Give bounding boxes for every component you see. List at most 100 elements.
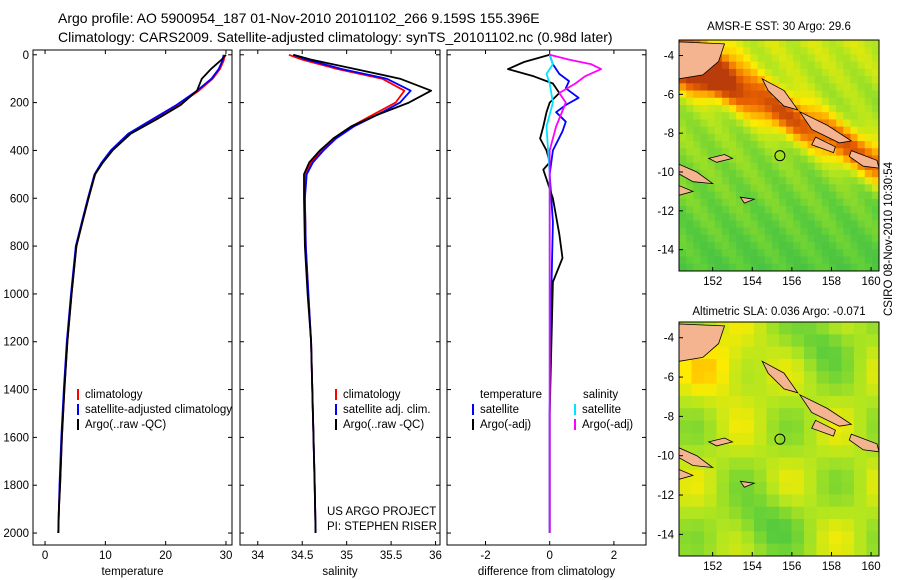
diff-legend-label: satellite bbox=[582, 404, 621, 416]
sst-map-y-tick-label: -6 bbox=[664, 89, 674, 101]
sst-map-island bbox=[848, 150, 879, 169]
sst-map-y-tick-label: -12 bbox=[657, 206, 674, 218]
temperature-panel: 0 10 20 30 0 200 400 600 800 1000 1200 1400 1600 1800… bbox=[3, 49, 233, 578]
salinity-series-climatology bbox=[288, 53, 406, 534]
sst-map-frame bbox=[678, 39, 880, 272]
sla-map-island bbox=[679, 447, 715, 469]
sla-map-y-tick-label: -12 bbox=[657, 490, 674, 502]
depth-tick-label: 600 bbox=[10, 193, 29, 205]
sst-map-title: AMSR-E SST: 30 Argo: 29.6 bbox=[707, 21, 851, 33]
salinity-x-tick-label: 34.5 bbox=[291, 550, 313, 562]
sla-map-x-tick-label: 158 bbox=[822, 561, 841, 573]
sst-map-x-tick-label: 152 bbox=[703, 276, 722, 288]
salinity-legend-label: Argo(..raw -QC) bbox=[343, 419, 424, 431]
depth-tick-label: 2000 bbox=[3, 528, 29, 540]
salinity-legend-label: satellite adj. clim. bbox=[343, 404, 431, 416]
sst-map-island bbox=[679, 185, 695, 196]
temperature-legend-label: satellite-adjusted climatology bbox=[85, 404, 232, 416]
difference-series-temperature-satellite bbox=[548, 54, 580, 533]
diff-legend-label: Argo(-adj) bbox=[480, 419, 531, 431]
depth-tick-label: 800 bbox=[10, 241, 29, 253]
sst-map-island bbox=[761, 77, 799, 111]
temperature-x-tick-label: 0 bbox=[42, 550, 48, 562]
salinity-panel: 34 34.5 35 35.5 36 salinity climatology satelli… bbox=[239, 49, 442, 578]
depth-tick-label: 1600 bbox=[3, 432, 29, 444]
sla-map-x-tick-label: 156 bbox=[782, 561, 801, 573]
depth-tick-label: 1400 bbox=[3, 385, 29, 397]
difference-plot-frame bbox=[446, 49, 647, 546]
depth-tick-label: 0 bbox=[23, 50, 29, 62]
sla-map-y-tick-label: -10 bbox=[657, 451, 674, 463]
sla-map-y-tick-label: -6 bbox=[664, 372, 674, 384]
sla-map-island bbox=[811, 419, 836, 437]
project-credit-line-1: US ARGO PROJECT bbox=[327, 506, 436, 518]
profile-panels: 0 10 20 30 0 200 400 600 800 1000 1200 1400 1600 1800… bbox=[3, 49, 647, 578]
sla-map-island bbox=[679, 323, 726, 362]
temperature-plot-frame bbox=[32, 49, 233, 546]
sst-map-y-tick-label: -14 bbox=[657, 245, 674, 257]
sst-map-y-tick-label: -4 bbox=[664, 51, 675, 63]
sla-map-x-tick-label: 152 bbox=[703, 561, 722, 573]
salinity-x-tick-label: 35 bbox=[340, 550, 353, 562]
sst-map-x-tick-label: 158 bbox=[822, 276, 841, 288]
sla-map-island bbox=[707, 437, 734, 447]
depth-tick-label: 1000 bbox=[3, 289, 29, 301]
depth-tick-label: 1800 bbox=[3, 480, 29, 492]
difference-panel: -2 0 2 difference from climatology temperatu… bbox=[446, 49, 647, 578]
depth-tick-label: 1200 bbox=[3, 337, 29, 349]
map-panels: AMSR-E SST: 30 Argo: 29.6 152 154 156 158 160… bbox=[657, 21, 880, 573]
sla-map-island bbox=[739, 480, 756, 488]
difference-series-temperature-argo-adj bbox=[507, 53, 564, 533]
salinity-x-tick-label: 36 bbox=[429, 550, 442, 562]
project-credit-line-2: PI: STEPHEN RISER bbox=[327, 521, 437, 533]
csiro-timestamp: CSIRO 08-Nov-2010 10:30:54 bbox=[883, 161, 895, 316]
salinity-x-tick-label: 34 bbox=[251, 550, 264, 562]
temperature-series-satellite bbox=[57, 54, 225, 534]
sla-map-island bbox=[761, 360, 799, 394]
sla-map-y-tick-label: -14 bbox=[657, 529, 674, 541]
difference-series-salinity-argo-adj bbox=[548, 53, 602, 533]
sst-map-x-tick-label: 160 bbox=[861, 276, 880, 288]
difference-x-tick-label: 0 bbox=[547, 550, 553, 562]
sla-map-island bbox=[848, 433, 879, 453]
header-line-1: Argo profile: AO 5900954_187 01-Nov-2010… bbox=[58, 10, 540, 26]
sla-map-y-tick-label: -4 bbox=[664, 333, 675, 345]
sla-map-x-tick-label: 154 bbox=[743, 561, 763, 573]
temperature-legend-label: climatology bbox=[85, 389, 143, 401]
depth-tick-label: 200 bbox=[10, 98, 29, 110]
sst-map-island bbox=[739, 196, 756, 204]
diff-legend-title: salinity bbox=[583, 389, 618, 401]
temperature-x-tick-label: 10 bbox=[99, 550, 112, 562]
temperature-x-tick-label: 20 bbox=[159, 550, 172, 562]
sst-map-island bbox=[679, 41, 726, 80]
temperature-legend-label: Argo(..raw -QC) bbox=[85, 419, 166, 431]
sla-map-island bbox=[679, 469, 695, 480]
temperature-series-argo-raw-qc bbox=[57, 54, 227, 534]
sst-map-island bbox=[811, 136, 836, 154]
salinity-x-axis-label: salinity bbox=[322, 566, 357, 578]
sst-map-argo-location-marker bbox=[774, 150, 786, 162]
diff-legend-label: satellite bbox=[480, 404, 519, 416]
sla-map-x-tick-label: 160 bbox=[861, 561, 880, 573]
sst-map-island bbox=[707, 154, 734, 163]
salinity-series-argo-raw-qc bbox=[293, 53, 433, 534]
difference-x-axis-label: difference from climatology bbox=[478, 566, 615, 578]
depth-tick-label: 400 bbox=[10, 145, 29, 157]
salinity-x-tick-label: 35.5 bbox=[380, 550, 402, 562]
sla-map-title: Altimetric SLA: 0.036 Argo: -0.071 bbox=[692, 306, 865, 318]
temperature-x-axis-label: temperature bbox=[101, 566, 163, 578]
sla-map-island bbox=[798, 393, 853, 427]
diff-legend-title: temperature bbox=[480, 389, 542, 401]
sst-map-field bbox=[679, 40, 879, 271]
sla-map-field bbox=[679, 322, 879, 556]
diff-legend-label: Argo(-adj) bbox=[582, 419, 633, 431]
sla-map-y-tick-label: -8 bbox=[664, 411, 674, 423]
sst-map-x-tick-label: 154 bbox=[743, 276, 763, 288]
temperature-x-tick-label: 30 bbox=[220, 550, 233, 562]
salinity-legend-label: climatology bbox=[343, 389, 401, 401]
sla-map-argo-location-marker bbox=[774, 433, 786, 445]
sla-map-frame bbox=[678, 321, 880, 557]
sla-map-island bbox=[878, 415, 879, 429]
header-line-2: Climatology: CARS2009. Satellite-adjuste… bbox=[58, 29, 613, 45]
